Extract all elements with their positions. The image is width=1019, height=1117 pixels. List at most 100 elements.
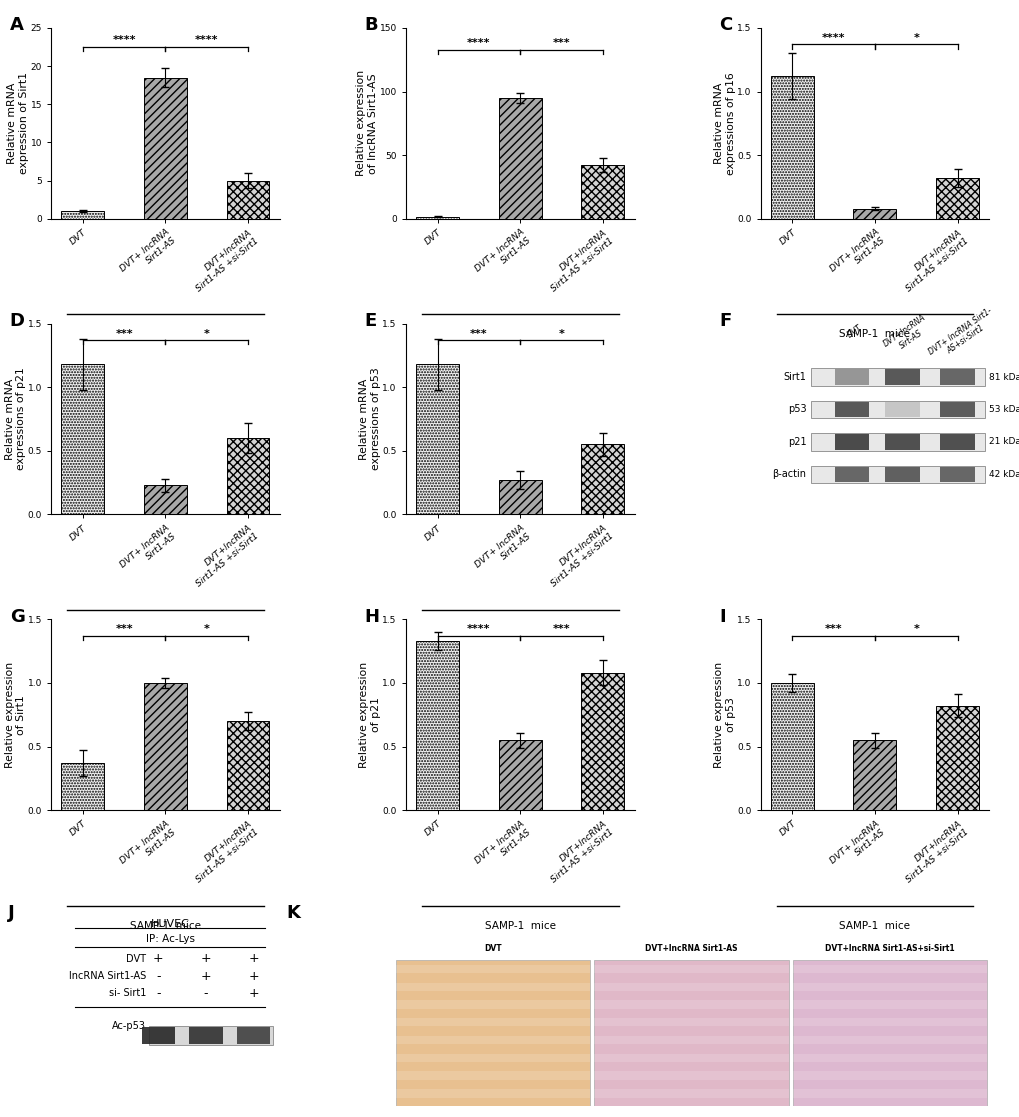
Y-axis label: Relative mRNA
expression of Sirt1: Relative mRNA expression of Sirt1 bbox=[7, 73, 30, 174]
Bar bbox=[835, 467, 868, 481]
Bar bbox=[935, 706, 978, 810]
Text: DVT: DVT bbox=[845, 323, 863, 340]
Bar bbox=[226, 438, 269, 515]
Text: DVT: DVT bbox=[484, 944, 501, 953]
Bar bbox=[792, 965, 986, 973]
Bar bbox=[395, 1053, 590, 1062]
Text: 21 kDa: 21 kDa bbox=[988, 438, 1019, 447]
Bar bbox=[498, 480, 541, 515]
Bar bbox=[940, 402, 973, 417]
Bar bbox=[810, 466, 984, 483]
Text: DVT+lncRNA Sirt1-AS+si-Sirt1: DVT+lncRNA Sirt1-AS+si-Sirt1 bbox=[824, 944, 954, 953]
Bar bbox=[190, 1027, 222, 1043]
Text: E: E bbox=[364, 312, 376, 331]
Bar bbox=[226, 722, 269, 810]
Bar bbox=[940, 370, 973, 384]
Bar bbox=[884, 467, 919, 481]
Y-axis label: Relative expression
of Sirt1: Relative expression of Sirt1 bbox=[5, 661, 26, 767]
Bar bbox=[416, 217, 459, 219]
Text: +: + bbox=[201, 953, 211, 965]
Text: p53: p53 bbox=[787, 404, 805, 414]
Bar bbox=[792, 1001, 986, 1009]
Text: 81 kDa: 81 kDa bbox=[988, 373, 1019, 382]
Text: I: I bbox=[718, 608, 726, 626]
Y-axis label: Relative mRNA
expressions of p16: Relative mRNA expressions of p16 bbox=[713, 71, 735, 174]
Bar bbox=[770, 682, 813, 810]
Bar bbox=[594, 1018, 788, 1027]
Bar bbox=[810, 401, 984, 418]
Text: +: + bbox=[248, 970, 259, 983]
Text: β-actin: β-actin bbox=[771, 469, 805, 479]
Bar bbox=[236, 1027, 270, 1043]
Bar bbox=[594, 1071, 788, 1080]
Text: DVT+ lncRNA Sirt1-
AS+si-Sirt1: DVT+ lncRNA Sirt1- AS+si-Sirt1 bbox=[925, 306, 999, 365]
Text: lncRNA Sirt1-AS: lncRNA Sirt1-AS bbox=[69, 971, 146, 981]
Bar bbox=[770, 76, 813, 219]
Text: p21: p21 bbox=[787, 437, 805, 447]
Bar bbox=[884, 435, 919, 449]
Text: ***: *** bbox=[824, 624, 842, 634]
Text: ***: *** bbox=[115, 328, 132, 338]
Bar bbox=[498, 741, 541, 810]
Bar bbox=[395, 1001, 590, 1009]
Bar bbox=[581, 445, 624, 515]
Bar bbox=[594, 983, 788, 991]
Text: ****: **** bbox=[112, 36, 136, 46]
Text: *: * bbox=[558, 328, 564, 338]
Text: DVT: DVT bbox=[126, 954, 146, 964]
Text: Ac-p53: Ac-p53 bbox=[112, 1021, 146, 1031]
Text: C: C bbox=[718, 17, 732, 35]
Bar bbox=[810, 369, 984, 385]
Text: *: * bbox=[204, 328, 210, 338]
Bar bbox=[853, 209, 896, 219]
Bar bbox=[395, 960, 590, 1106]
Text: SAMP-1  mice: SAMP-1 mice bbox=[484, 330, 555, 340]
Bar bbox=[144, 485, 186, 515]
Text: ***: *** bbox=[552, 624, 570, 634]
Text: *: * bbox=[204, 624, 210, 634]
Text: G: G bbox=[10, 608, 24, 626]
Y-axis label: Relative mRNA
expressions of p21: Relative mRNA expressions of p21 bbox=[5, 367, 26, 470]
Text: SAMP-1  mice: SAMP-1 mice bbox=[839, 920, 910, 930]
Bar bbox=[594, 1089, 788, 1098]
Bar bbox=[395, 1018, 590, 1027]
Bar bbox=[940, 435, 973, 449]
Bar bbox=[594, 1035, 788, 1044]
Bar bbox=[835, 435, 868, 449]
Bar bbox=[395, 1035, 590, 1044]
Bar bbox=[61, 364, 104, 515]
Y-axis label: Relative expression
of p21: Relative expression of p21 bbox=[359, 661, 380, 767]
Text: IP: Ac-Lys: IP: Ac-Lys bbox=[146, 934, 195, 944]
Bar bbox=[416, 641, 459, 810]
Bar bbox=[149, 1025, 272, 1044]
Bar bbox=[144, 682, 186, 810]
Text: B: B bbox=[364, 17, 378, 35]
Bar bbox=[498, 98, 541, 219]
Bar bbox=[810, 433, 984, 450]
Bar bbox=[792, 983, 986, 991]
Text: Sirt1: Sirt1 bbox=[783, 372, 805, 382]
Text: HUVEC: HUVEC bbox=[151, 919, 190, 929]
Text: A: A bbox=[10, 17, 23, 35]
Bar bbox=[416, 364, 459, 515]
Y-axis label: Relative mRNA
expressions of p53: Relative mRNA expressions of p53 bbox=[359, 367, 380, 470]
Text: ****: **** bbox=[195, 36, 218, 46]
Bar bbox=[594, 1001, 788, 1009]
Bar bbox=[395, 965, 590, 973]
Bar bbox=[835, 370, 868, 384]
Bar bbox=[853, 741, 896, 810]
Bar bbox=[935, 178, 978, 219]
Text: +: + bbox=[248, 986, 259, 1000]
Text: +: + bbox=[201, 970, 211, 983]
Bar bbox=[581, 165, 624, 219]
Text: H: H bbox=[364, 608, 379, 626]
Text: ****: **** bbox=[467, 624, 490, 634]
Bar bbox=[142, 1027, 174, 1043]
Bar bbox=[792, 1035, 986, 1044]
Bar bbox=[884, 402, 919, 417]
Y-axis label: Relative expression
of lncRNA Sirt1-AS: Relative expression of lncRNA Sirt1-AS bbox=[357, 70, 378, 176]
Text: 42 kDa: 42 kDa bbox=[988, 470, 1019, 479]
Bar bbox=[884, 370, 919, 384]
Bar bbox=[792, 1018, 986, 1027]
Text: SAMP-1  mice: SAMP-1 mice bbox=[129, 920, 201, 930]
